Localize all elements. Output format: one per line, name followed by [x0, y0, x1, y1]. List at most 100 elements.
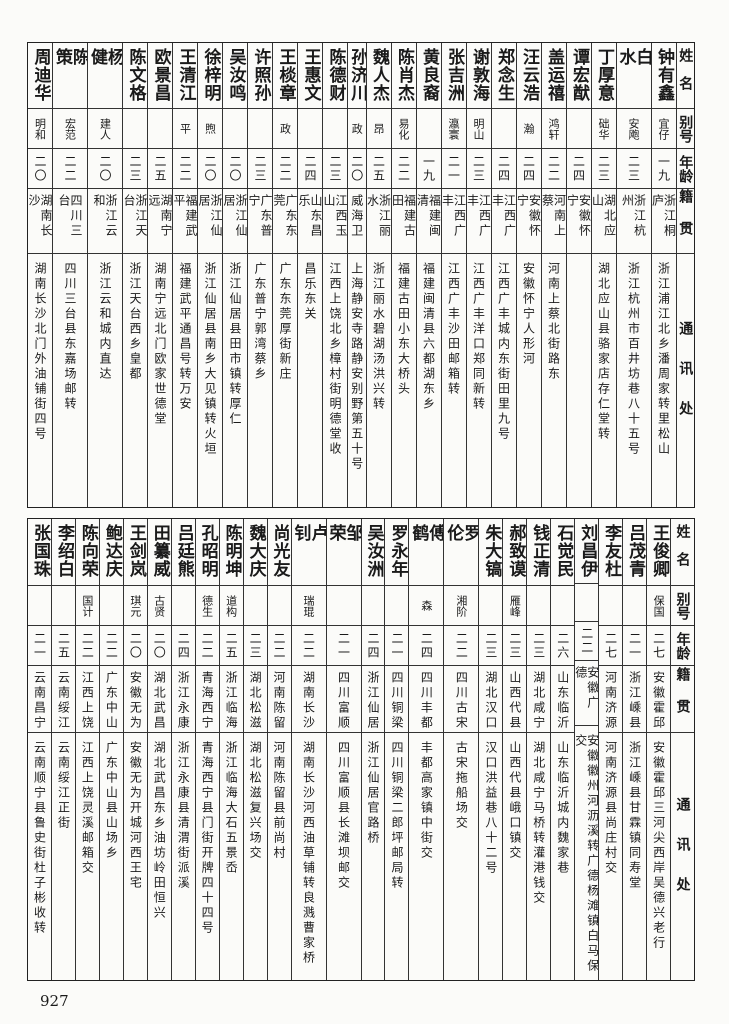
- name-cell: 魏大庆: [243, 519, 267, 586]
- name-cell: 王剑岚: [123, 519, 147, 586]
- origin-text: 湖南长沙: [301, 671, 316, 731]
- person-column: 石觉民 二六 山东临沂 山东临沂城内魏家巷: [550, 519, 575, 980]
- origin-text: 江西上饶: [80, 671, 95, 731]
- origin-text: 安徽无为: [128, 671, 143, 731]
- address-text: 昌乐东关: [303, 262, 317, 322]
- name-cell: 许照孙: [248, 43, 272, 109]
- age-cell: 一九: [651, 149, 676, 189]
- person-column: 田纂威 古贤 二〇 湖北武昌 湖北武昌东乡油坊岭田恒兴: [146, 519, 171, 980]
- header-name-label: 姓名: [674, 524, 691, 580]
- address-text: 上海静安寺路静安别野第五十号: [349, 262, 364, 472]
- age-text: 二二: [579, 627, 594, 656]
- person-column: 吕茂青 二一 浙江嵊县 浙江嵊县甘霖镇同寿堂: [622, 519, 647, 980]
- origin-text: 福建闽清: [416, 194, 441, 239]
- name-text: 谭宏猷: [569, 48, 589, 102]
- name-text: 郝致谟: [505, 524, 526, 578]
- origin-cell: 浙江桐庐: [651, 189, 676, 254]
- address-text: 汉口洪益巷八十二号: [483, 741, 498, 876]
- person-column: 李友杜 二七 河南济源 河南济源县尚庄村交: [598, 519, 623, 980]
- age-text: 二三: [507, 631, 522, 660]
- name-cell: 陈文格: [123, 43, 147, 109]
- alias-text: 建人: [98, 117, 112, 140]
- person-column: 孔昭明 德生 二二 青海西宁 青海西宁县门街开牌四十四号: [194, 519, 219, 980]
- person-column: 白水 安飑 二三 浙江杭州 浙江杭州市百井坊巷八十五号: [615, 43, 651, 507]
- origin-cell: 湖北应山: [591, 189, 616, 254]
- age-text: 二二: [278, 154, 292, 183]
- address-cell: 湖北应山县骆家店存仁堂转: [592, 254, 616, 507]
- person-column: 尚光友 二二 河南陈留 河南陈留县前尚村: [266, 519, 291, 980]
- alias-cell: 道构: [219, 586, 243, 626]
- address-text: 江西广丰城内东街田里九号: [496, 262, 511, 442]
- name-text: 魏人杰: [369, 48, 389, 102]
- name-cell: 钱正清: [527, 519, 551, 586]
- origin-text: 湖北松滋: [248, 671, 263, 731]
- name-text: 陈文格: [125, 48, 146, 102]
- name-cell: 谢敦海: [466, 43, 491, 109]
- age-cell: 二五: [148, 149, 172, 189]
- origin-cell: 广东中山: [99, 666, 123, 733]
- name-text: 陈策: [53, 48, 87, 84]
- origin-cell: 威海卫: [348, 189, 366, 254]
- address-cell: 丰都高家镇中街交: [409, 733, 443, 980]
- person-column: 陈向荣 国计 二二 江西上饶 江西上饶灵溪邮箱交: [74, 519, 99, 980]
- address-text: 江西广丰沙田邮箱转: [446, 262, 461, 397]
- alias-text: 国计: [80, 594, 94, 617]
- name-cell: 丁厚意: [591, 43, 616, 109]
- address-text: 浙江嵊县甘霖镇同寿堂: [627, 741, 642, 891]
- address-text: 福建武平通昌号转万安: [178, 262, 192, 412]
- origin-cell: 浙江杭州: [616, 189, 651, 254]
- address-text: 广东普宁郭湾蔡乡: [253, 262, 267, 382]
- name-text: 吴汝洲: [363, 524, 384, 578]
- name-cell: 鲍达庆: [99, 519, 123, 586]
- address-text: 浙江云和城内直达: [98, 262, 112, 382]
- origin-cell: 浙江天台: [123, 189, 147, 254]
- age-text: 二三: [253, 154, 267, 183]
- alias-cell: 建人: [88, 109, 122, 149]
- name-cell: 汪云浩: [516, 43, 541, 109]
- origin-text: 河南陈留: [272, 671, 287, 731]
- address-cell: 广东中山县山场乡: [100, 733, 123, 980]
- origin-text: 四川铜梁: [389, 671, 404, 731]
- name-cell: 王惠文: [298, 43, 322, 109]
- age-cell: 二五: [366, 149, 391, 189]
- address-cell: 山西代县峨口镇交: [503, 733, 526, 980]
- name-text: 吕廷熊: [173, 524, 194, 578]
- alias-cell: 湘阶: [444, 586, 479, 626]
- name-text: 徐梓明: [200, 48, 221, 102]
- origin-cell: 云南昌宁: [28, 666, 51, 733]
- address-text: 湖北应山县骆家店存仁堂转: [596, 262, 611, 442]
- alias-cell: [326, 586, 361, 626]
- age-cell: 二〇: [147, 626, 171, 666]
- name-text: 王棪章: [275, 48, 296, 102]
- age-cell: 二六: [551, 626, 575, 666]
- name-cell: 孙济川: [348, 43, 366, 109]
- address-text: 江西广丰洋口郑同新转: [471, 262, 486, 412]
- name-text: 钟有鑫: [654, 48, 674, 102]
- name-text: 邹荣: [326, 524, 361, 560]
- address-text: 安徽霍邱三河尖西岸吴德兴老行: [651, 741, 666, 951]
- name-text: 丁厚意: [594, 48, 614, 102]
- origin-text: 浙江临海: [224, 671, 239, 731]
- origin-text: 浙江仙居: [365, 671, 380, 731]
- name-text: 王惠文: [300, 48, 321, 102]
- name-cell: 邹荣: [326, 519, 361, 586]
- name-text: 吕茂青: [625, 524, 646, 578]
- alias-cell: [267, 586, 291, 626]
- header-address-label: 通讯处: [677, 320, 694, 441]
- address-text: 广东东莞厚街新庄: [278, 262, 292, 382]
- origin-text: 湖南宁远: [148, 194, 172, 239]
- origin-cell: 浙江嵊县: [623, 666, 647, 733]
- alias-cell: [491, 109, 516, 149]
- header-column: 姓名 别号 年龄 籍贯 通讯处: [675, 43, 694, 507]
- age-text: 二二: [178, 154, 192, 183]
- name-cell: 白水: [616, 43, 651, 109]
- name-cell: 罗永年: [385, 519, 409, 586]
- age-text: 二六: [555, 631, 570, 660]
- address-text: 云南绥江正街: [56, 741, 71, 831]
- origin-text: 浙江云和: [92, 194, 118, 239]
- name-text: 汪云浩: [519, 48, 539, 102]
- alias-cell: 古贤: [147, 586, 171, 626]
- address-cell: 湖北武昌东乡油坊岭田恒兴: [148, 733, 171, 980]
- age-text: 二一: [389, 631, 404, 660]
- name-text: 王剑岚: [125, 524, 146, 578]
